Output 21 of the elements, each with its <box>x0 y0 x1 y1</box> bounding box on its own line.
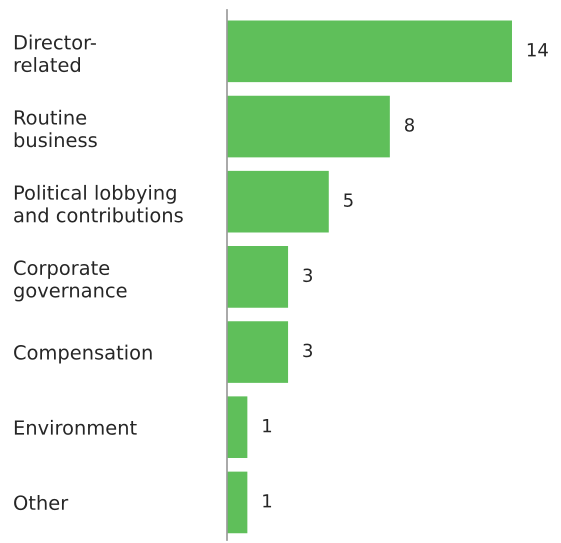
y-tick-label: Director- related <box>14 34 96 72</box>
data-label: 8 <box>404 118 414 132</box>
bar <box>227 472 248 534</box>
bar <box>227 170 329 233</box>
data-label: 14 <box>528 43 548 56</box>
y-tick-label: Routine business <box>14 110 97 148</box>
y-tick-label: Environment <box>14 420 137 435</box>
data-label: 3 <box>303 268 312 282</box>
data-label: 1 <box>263 419 272 432</box>
data-label: 5 <box>344 194 353 207</box>
bar <box>227 246 288 308</box>
data-label: 1 <box>263 494 272 508</box>
bar <box>227 20 512 82</box>
bar <box>227 321 288 383</box>
y-tick-label: Compensation <box>14 344 152 364</box>
y-tick-label: Political lobbying and contributions <box>14 184 183 222</box>
y-tick-label: Corporate governance <box>14 260 127 302</box>
bar <box>227 396 248 458</box>
y-tick-label: Other <box>14 495 68 510</box>
data-label: 3 <box>303 344 312 358</box>
bar <box>227 96 390 158</box>
